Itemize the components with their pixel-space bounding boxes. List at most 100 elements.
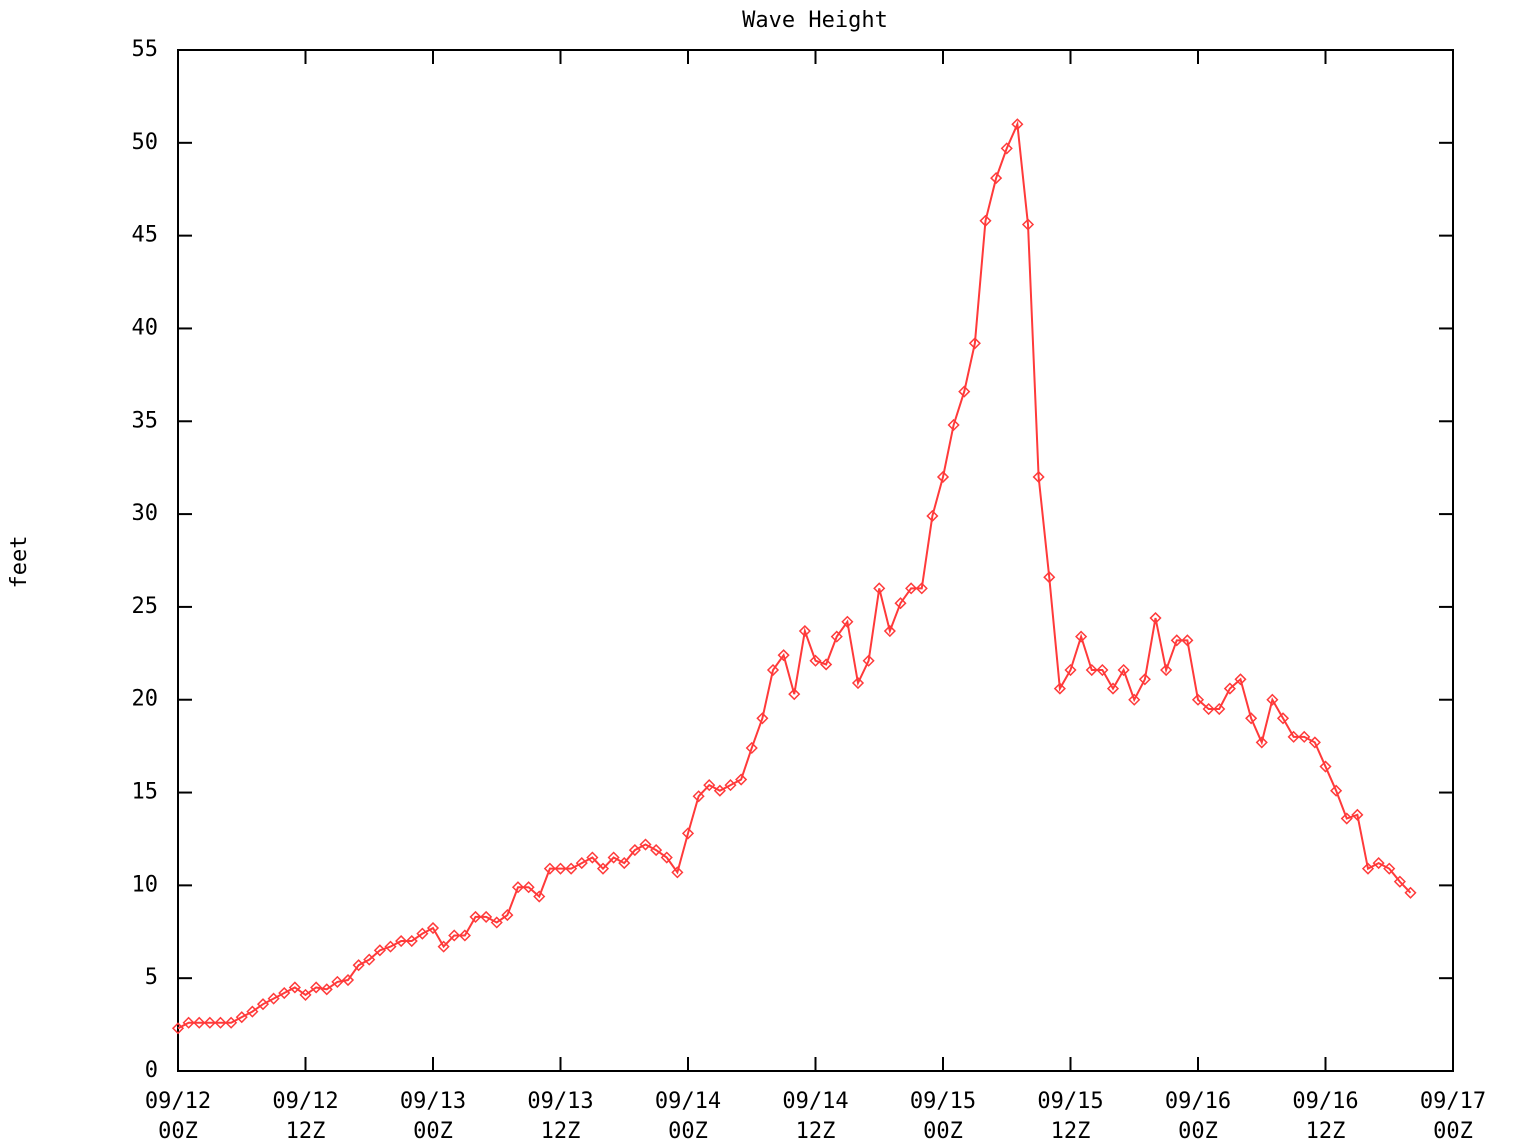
y-tick-label: 35: [132, 408, 159, 433]
data-point: [1276, 712, 1290, 725]
data-point: [331, 975, 344, 988]
x-tick-label: 09/14 00Z: [655, 1089, 721, 1144]
data-point: [1181, 634, 1194, 647]
data-point: [958, 385, 971, 398]
data-point: [735, 773, 748, 786]
data-point: [809, 654, 822, 667]
x-tick-label: 09/15 12Z: [1037, 1089, 1103, 1144]
data-point: [341, 973, 355, 987]
data-point: [1085, 663, 1098, 677]
data-point: [278, 986, 291, 1000]
data-point: [395, 934, 408, 948]
data-point: [267, 992, 280, 1005]
data-point: [745, 741, 758, 755]
data-point: [1372, 857, 1385, 870]
data-point: [1287, 730, 1300, 743]
data-point: [883, 624, 896, 638]
data-point: [618, 857, 631, 870]
data-point: [639, 838, 652, 851]
data-point: [1191, 693, 1205, 706]
data-point: [310, 981, 323, 994]
y-tick-label: 5: [145, 965, 158, 990]
data-point: [193, 1016, 206, 1029]
y-tick-label: 10: [132, 872, 159, 897]
data-point: [1202, 702, 1215, 716]
y-tick-label: 25: [132, 594, 159, 619]
data-point: [501, 909, 514, 922]
data-point: [703, 779, 716, 792]
data-point: [1383, 862, 1396, 875]
data-point: [1234, 673, 1247, 686]
data-point: [1138, 673, 1151, 686]
y-tick-label: 20: [132, 687, 159, 712]
data-point: [1319, 760, 1332, 773]
y-tick-label: 55: [132, 37, 159, 62]
data-point: [1308, 736, 1321, 749]
data-point: [1213, 702, 1226, 716]
data-point: [1255, 736, 1268, 749]
data-point: [1117, 663, 1130, 677]
data-point: [1298, 730, 1311, 743]
data-point: [1393, 875, 1406, 888]
data-point: [363, 953, 376, 966]
y-tick-label: 40: [132, 315, 159, 340]
data-point: [511, 881, 525, 894]
data-point: [458, 929, 471, 942]
data-point: [894, 597, 907, 610]
data-point: [1266, 693, 1279, 706]
chart-title: Wave Height: [742, 8, 888, 33]
data-point: [1245, 712, 1258, 725]
data-point: [575, 857, 588, 870]
data-point: [469, 910, 482, 923]
data-point: [554, 862, 567, 875]
data-point: [533, 890, 546, 903]
data-point: [692, 790, 705, 803]
data-point: [246, 1005, 259, 1018]
data-point: [1160, 663, 1173, 677]
y-axis-label: feet: [7, 536, 32, 589]
data-point: [660, 851, 673, 864]
data-point: [171, 1022, 185, 1035]
data-point: [1170, 634, 1183, 647]
data-point: [798, 624, 811, 638]
x-tick-label: 09/12 12Z: [272, 1089, 338, 1144]
data-point: [1064, 663, 1077, 677]
data-point: [873, 582, 886, 595]
data-point: [1000, 142, 1013, 155]
data-point: [320, 983, 333, 996]
data-point: [1128, 693, 1141, 706]
data-point: [522, 881, 535, 894]
data-point: [426, 921, 440, 935]
data-point: [565, 862, 578, 875]
data-point: [756, 712, 769, 725]
data-point: [1361, 862, 1375, 875]
data-point: [862, 654, 875, 667]
data-point: [1106, 682, 1120, 695]
data-point: [713, 784, 726, 797]
data-point: [373, 944, 386, 957]
data-point: [628, 844, 641, 857]
data-point: [650, 844, 663, 857]
data-point: [968, 337, 981, 350]
x-tick-label: 09/17 00Z: [1420, 1089, 1486, 1144]
data-point: [586, 851, 599, 864]
data-point: [299, 988, 312, 1001]
data-point: [724, 779, 737, 792]
data-point: [1053, 682, 1066, 695]
y-tick-label: 0: [145, 1058, 158, 1083]
data-point: [203, 1016, 216, 1029]
data-point: [947, 418, 960, 432]
data-point: [437, 940, 450, 953]
data-point: [1223, 682, 1236, 695]
y-tick-label: 15: [132, 780, 159, 805]
y-tick-label: 45: [132, 223, 159, 248]
data-point: [596, 862, 610, 875]
data-point: [607, 851, 620, 864]
plot-frame: [177, 49, 1454, 1072]
data-point: [990, 172, 1003, 185]
data-point: [448, 929, 461, 942]
data-point: [926, 509, 939, 523]
data-point: [256, 998, 270, 1011]
data-point: [182, 1016, 195, 1029]
